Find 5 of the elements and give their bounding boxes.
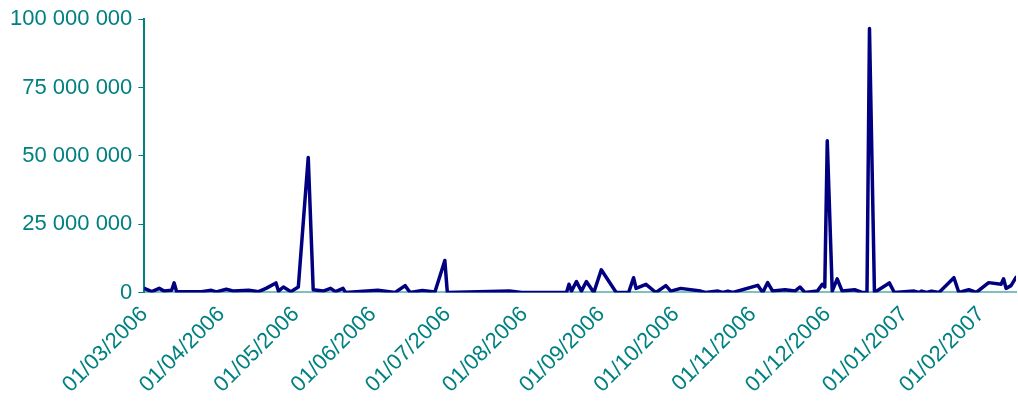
y-tick-label: 100 000 000 xyxy=(10,5,133,31)
y-tick-label: 0 xyxy=(120,278,133,304)
y-tick-label: 75 000 000 xyxy=(22,73,133,99)
y-tick-label: 25 000 000 xyxy=(22,210,133,236)
y-tick-label: 50 000 000 xyxy=(22,141,133,167)
